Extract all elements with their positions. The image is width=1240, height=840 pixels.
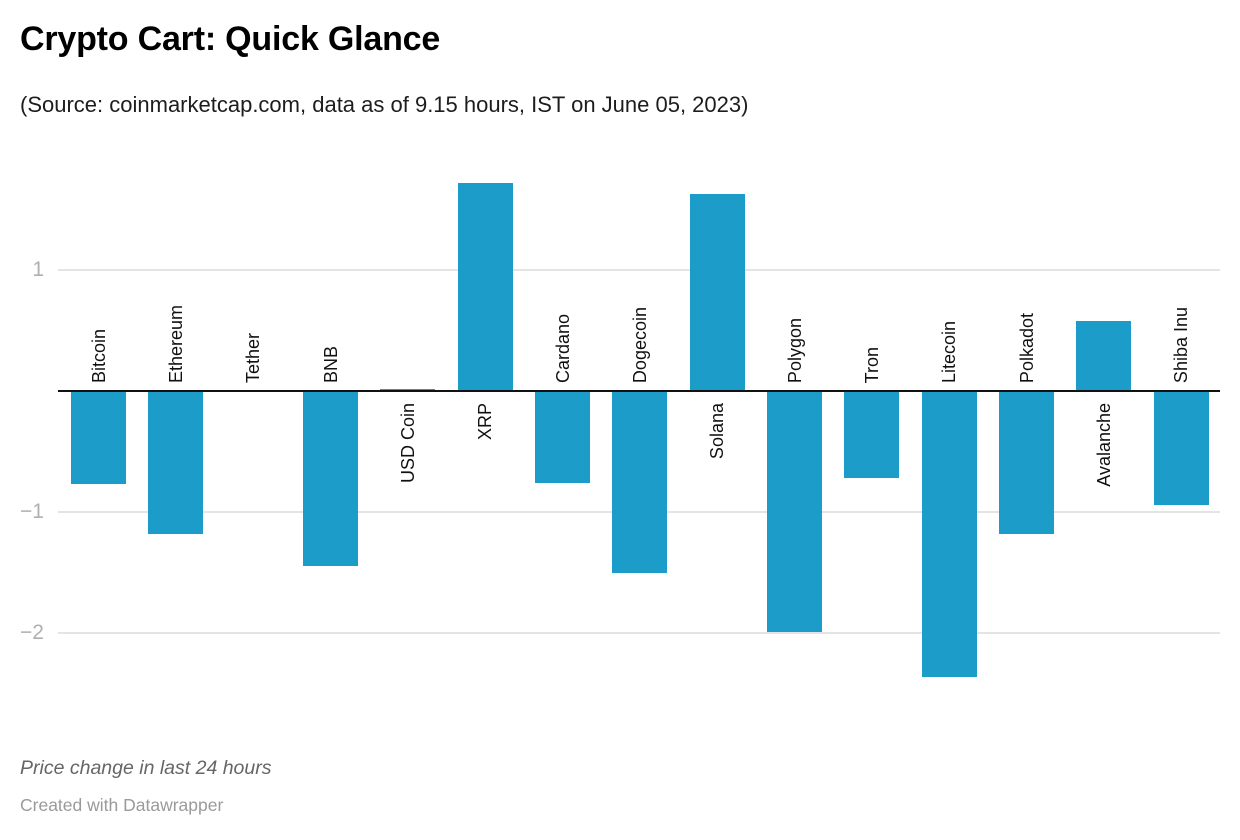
bar-xrp <box>458 183 513 391</box>
bar-polkadot <box>999 391 1054 534</box>
zero-baseline <box>58 390 1220 392</box>
bar-label-xrp: XRP <box>475 403 495 441</box>
bar-polygon <box>767 391 822 632</box>
bar-label-litecoin: Litecoin <box>939 320 959 383</box>
bar-solana <box>690 194 745 391</box>
bar-tron <box>844 391 899 478</box>
bar-label-polkadot: Polkadot <box>1017 312 1037 383</box>
bar-cardano <box>535 391 590 483</box>
bar-label-tether: Tether <box>243 332 263 383</box>
datawrapper-credit: Created with Datawrapper <box>20 795 224 815</box>
bar-bnb <box>303 391 358 566</box>
y-axis-tick-label: −1 <box>20 500 44 523</box>
bar-label-dogecoin: Dogecoin <box>630 306 650 383</box>
bar-label-tron: Tron <box>862 346 882 383</box>
bar-label-solana: Solana <box>707 403 727 460</box>
bar-label-bitcoin: Bitcoin <box>89 328 109 383</box>
bar-label-bnb: BNB <box>321 345 341 383</box>
bar-litecoin <box>922 391 977 677</box>
bar-label-usd-coin: USD Coin <box>398 403 418 484</box>
bar-avalanche <box>1076 321 1131 391</box>
y-axis-tick-label: 1 <box>32 258 44 281</box>
bar-shiba-inu <box>1154 391 1209 505</box>
bar-dogecoin <box>612 391 667 573</box>
bar-chart-plot-area: 1 −1 −2 Bitcoin Ethereum Tether BNB USD Coin XRP… <box>0 160 1240 741</box>
y-axis-tick-label: −2 <box>20 621 44 644</box>
bar-label-polygon: Polygon <box>785 317 805 383</box>
chart-note: Price change in last 24 hours <box>20 757 272 779</box>
bar-label-avalanche: Avalanche <box>1094 403 1114 487</box>
bar-label-cardano: Cardano <box>553 313 573 383</box>
bar-label-ethereum: Ethereum <box>166 304 186 383</box>
chart-subtitle: (Source: coinmarketcap.com, data as of 9… <box>20 92 749 117</box>
gridline-y--2 <box>58 632 1220 634</box>
gridline-y-1 <box>58 269 1220 271</box>
bar-bitcoin <box>71 391 126 484</box>
bar-label-shiba-inu: Shiba Inu <box>1171 306 1191 383</box>
bar-ethereum <box>148 391 203 534</box>
chart-title: Crypto Cart: Quick Glance <box>20 20 441 58</box>
